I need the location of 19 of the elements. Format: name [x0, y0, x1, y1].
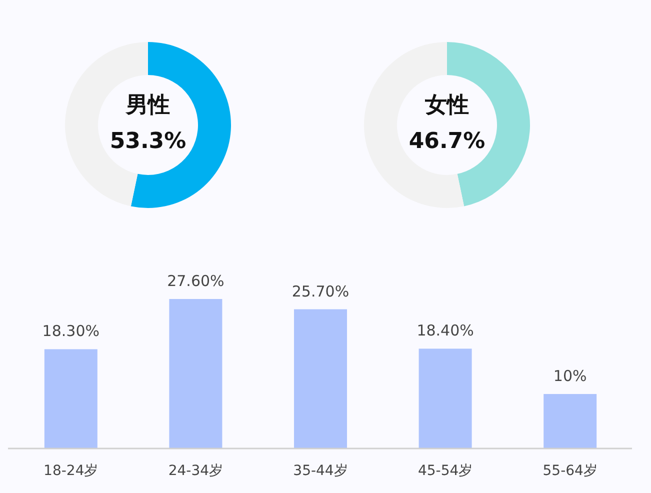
slice-label: 男性: [125, 93, 170, 118]
slice-label: 女性: [424, 93, 469, 118]
x-tick-label: 18-24岁: [44, 463, 98, 479]
data-label: 25.70%: [292, 282, 350, 300]
bar: [294, 309, 347, 448]
data-label: 10%: [553, 367, 587, 386]
bar: [418, 348, 472, 448]
bar: [44, 349, 98, 448]
data-label: 18.40%: [416, 322, 474, 340]
x-tick-label: 24-34岁: [168, 463, 224, 479]
data-label: 27.60%: [167, 272, 224, 290]
x-tick-label: 45-54岁: [418, 463, 473, 479]
x-tick-label: 35-44岁: [293, 463, 348, 479]
bar: [169, 299, 222, 448]
bar: [544, 394, 597, 448]
data-label: 53.3%: [110, 129, 186, 154]
x-tick-label: 55-64岁: [542, 463, 598, 479]
data-label: 46.7%: [408, 129, 486, 154]
data-label: 18.30%: [42, 322, 100, 340]
